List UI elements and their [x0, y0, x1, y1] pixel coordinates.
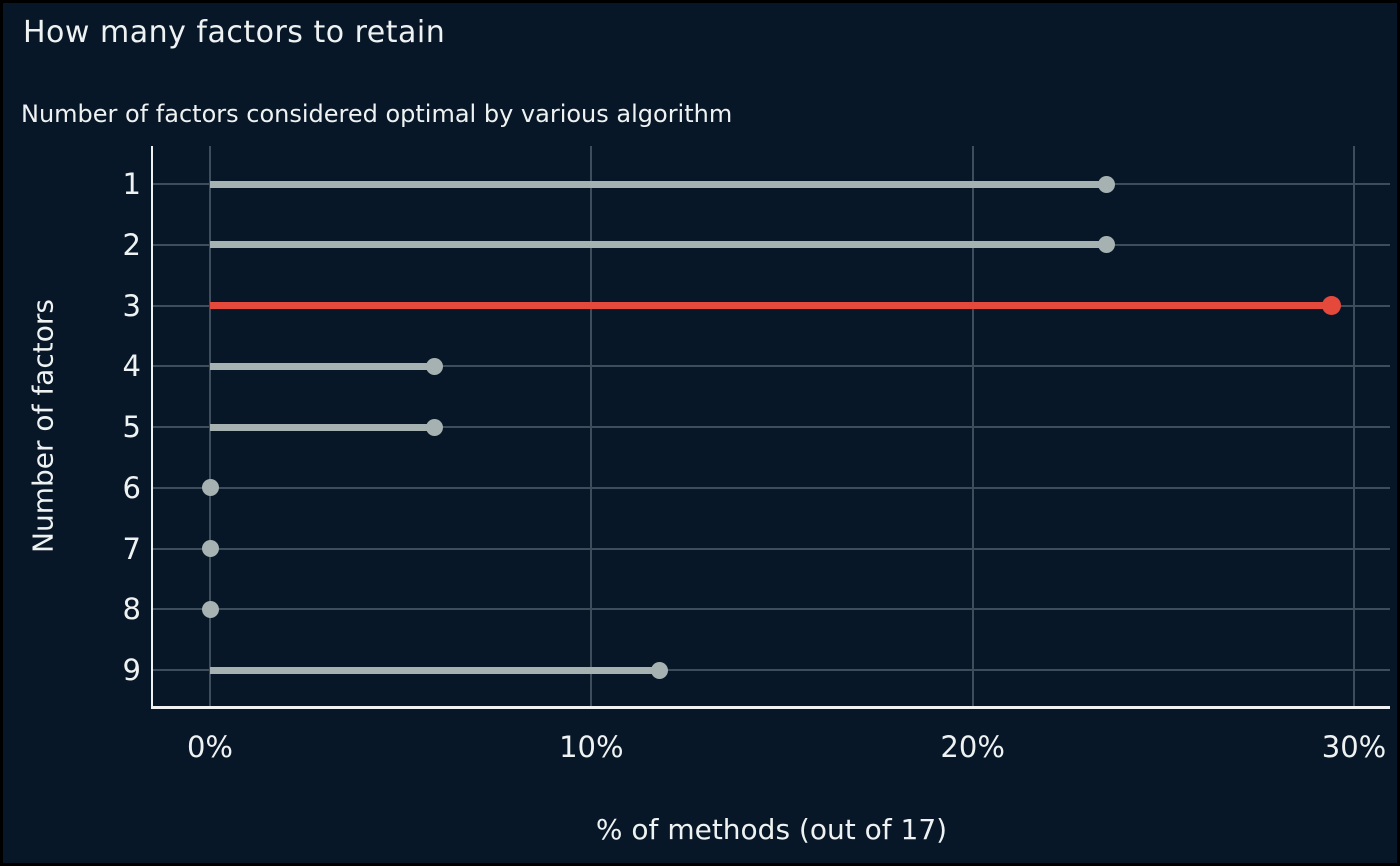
lollipop-stem-1 — [210, 180, 1107, 188]
lollipop-dot-5 — [426, 418, 444, 436]
x-tick-label-10%: 10% — [559, 730, 624, 764]
y-gridline-6 — [153, 486, 1390, 489]
y-tick-label-6: 6 — [122, 470, 141, 505]
y-tick-label-8: 8 — [122, 592, 141, 627]
lollipop-dot-1 — [1097, 175, 1115, 193]
lollipop-stem-9 — [210, 666, 660, 674]
lollipop-stem-2 — [210, 241, 1107, 249]
y-tick-label-4: 4 — [122, 349, 141, 384]
y-gridline-4 — [153, 365, 1390, 368]
y-gridline-8 — [153, 608, 1390, 611]
lollipop-dot-2 — [1097, 236, 1115, 254]
lollipop-dot-7 — [201, 540, 219, 557]
y-tick-label-9: 9 — [122, 653, 141, 687]
chart-subtitle: Number of factors considered optimal by … — [21, 100, 733, 128]
lollipop-dot-9 — [651, 661, 669, 679]
y-gridline-9 — [153, 669, 1390, 671]
y-tick-label-3: 3 — [122, 288, 141, 323]
x-axis-spine — [151, 706, 1390, 709]
lollipop-stem-3 — [210, 302, 1332, 309]
x-tick-label-20%: 20% — [940, 730, 1005, 764]
y-tick-label-7: 7 — [122, 531, 141, 566]
y-axis-label: Number of factors — [26, 299, 60, 553]
lollipop-dot-6 — [201, 479, 219, 497]
y-gridline-5 — [153, 426, 1390, 428]
y-tick-label-2: 2 — [122, 227, 141, 262]
y-axis-spine — [151, 146, 153, 706]
y-gridline-7 — [153, 547, 1390, 550]
x-tick-label-0%: 0% — [186, 730, 233, 764]
y-tick-label-1: 1 — [122, 167, 141, 201]
x-tick-label-30%: 30% — [1321, 730, 1387, 764]
lollipop-stem-5 — [210, 423, 435, 431]
y-tick-label-5: 5 — [122, 410, 141, 444]
lollipop-dot-4 — [426, 357, 444, 375]
chart-title: How many factors to retain — [23, 15, 446, 50]
lollipop-dot-3 — [1321, 296, 1341, 315]
lollipop-dot-8 — [201, 600, 219, 618]
plot-area — [151, 146, 1390, 709]
lollipop-stem-4 — [210, 362, 435, 370]
x-axis-label: % of methods (out of 17) — [595, 813, 948, 846]
